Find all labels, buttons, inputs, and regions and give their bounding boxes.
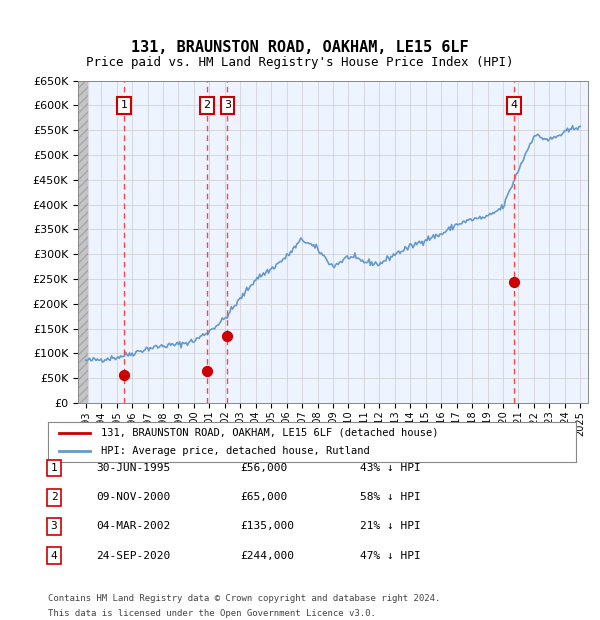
Text: 4: 4	[50, 551, 58, 560]
Text: 2: 2	[50, 492, 58, 502]
Text: 2: 2	[203, 100, 211, 110]
Text: 3: 3	[224, 100, 231, 110]
Text: 24-SEP-2020: 24-SEP-2020	[96, 551, 170, 560]
Text: Price paid vs. HM Land Registry's House Price Index (HPI): Price paid vs. HM Land Registry's House …	[86, 56, 514, 69]
Text: 04-MAR-2002: 04-MAR-2002	[96, 521, 170, 531]
Bar	[78, 81, 88, 403]
Text: £65,000: £65,000	[240, 492, 287, 502]
Point	[223, 331, 232, 341]
Text: 3: 3	[50, 521, 58, 531]
Text: 09-NOV-2000: 09-NOV-2000	[96, 492, 170, 502]
Bar	[78, 81, 88, 403]
Text: £56,000: £56,000	[240, 463, 287, 473]
Text: 1: 1	[50, 463, 58, 473]
Point	[202, 366, 212, 376]
Text: 21% ↓ HPI: 21% ↓ HPI	[360, 521, 421, 531]
Text: 30-JUN-1995: 30-JUN-1995	[96, 463, 170, 473]
Text: 131, BRAUNSTON ROAD, OAKHAM, LE15 6LF (detached house): 131, BRAUNSTON ROAD, OAKHAM, LE15 6LF (d…	[101, 428, 438, 438]
Text: 4: 4	[511, 100, 518, 110]
Text: 1: 1	[121, 100, 128, 110]
Text: 47% ↓ HPI: 47% ↓ HPI	[360, 551, 421, 560]
Text: 131, BRAUNSTON ROAD, OAKHAM, LE15 6LF: 131, BRAUNSTON ROAD, OAKHAM, LE15 6LF	[131, 40, 469, 55]
Text: 58% ↓ HPI: 58% ↓ HPI	[360, 492, 421, 502]
Text: HPI: Average price, detached house, Rutland: HPI: Average price, detached house, Rutl…	[101, 446, 370, 456]
Text: £135,000: £135,000	[240, 521, 294, 531]
Point	[509, 277, 519, 287]
Text: This data is licensed under the Open Government Licence v3.0.: This data is licensed under the Open Gov…	[48, 609, 376, 619]
Text: £244,000: £244,000	[240, 551, 294, 560]
Text: Contains HM Land Registry data © Crown copyright and database right 2024.: Contains HM Land Registry data © Crown c…	[48, 594, 440, 603]
Point	[119, 370, 129, 380]
Text: 43% ↓ HPI: 43% ↓ HPI	[360, 463, 421, 473]
